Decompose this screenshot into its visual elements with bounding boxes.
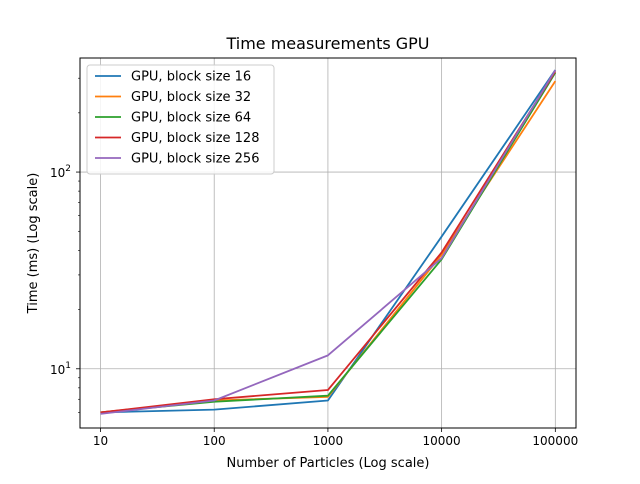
legend-label-0: GPU, block size 16	[131, 70, 251, 85]
x-axis-ticks: 10 100 1000 10000 100000	[93, 428, 578, 448]
y-tick-exponent: 1	[65, 361, 71, 371]
legend-label-2: GPU, block size 64	[131, 111, 251, 126]
y-tick-label: 101	[50, 361, 71, 377]
chart-title: Time measurements GPU	[225, 34, 429, 53]
y-axis-label: Time (ms) (Log scale)	[26, 173, 41, 315]
series-lines	[100, 69, 557, 415]
y-tick-exponent: 2	[65, 164, 71, 174]
legend-label-3: GPU, block size 128	[131, 131, 259, 146]
series-line-0	[100, 69, 557, 414]
y-tick-base: 10	[50, 166, 65, 180]
x-tick-label: 10	[93, 434, 108, 448]
legend-box	[86, 64, 275, 175]
x-tick-label: 1000	[313, 434, 344, 448]
y-tick-base: 10	[50, 363, 65, 377]
x-tick-label: 100000	[532, 434, 578, 448]
legend: GPU, block size 16 GPU, block size 32 GPU,…	[86, 64, 275, 175]
x-tick-label: 100	[203, 434, 226, 448]
series-line-3	[100, 70, 557, 414]
y-tick-label: 102	[50, 164, 71, 180]
x-tick-label: 10000	[423, 434, 461, 448]
legend-label-1: GPU, block size 32	[131, 90, 251, 105]
series-line-4	[100, 69, 557, 415]
legend-label-4: GPU, block size 256	[131, 152, 259, 167]
x-axis-label: Number of Particles (Log scale)	[227, 456, 430, 471]
